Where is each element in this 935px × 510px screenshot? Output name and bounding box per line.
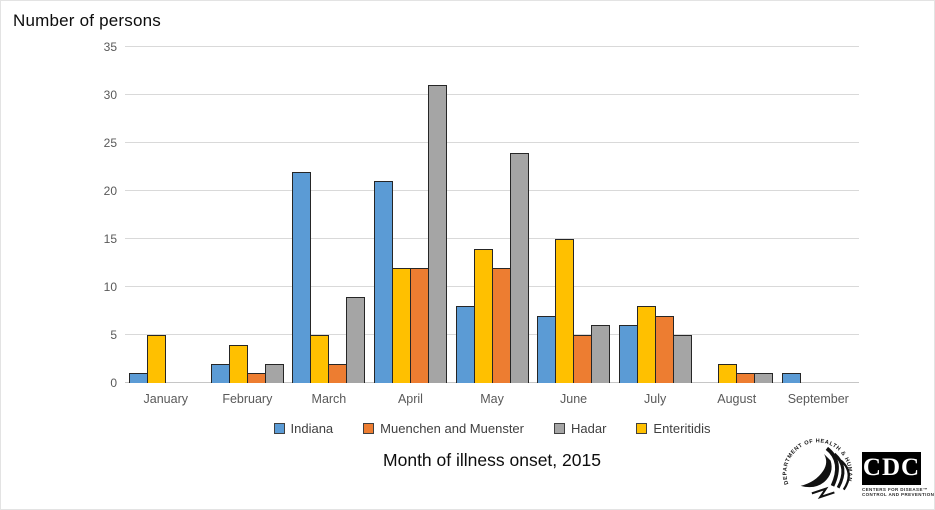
gridline <box>125 190 859 191</box>
legend-swatch-icon <box>363 423 375 434</box>
x-tick-label-february: February <box>222 392 273 406</box>
bar-hadar-may <box>509 153 529 383</box>
bar-hadar-february <box>264 364 284 383</box>
bar-muenchen-and-muenster-april <box>409 268 429 383</box>
bar-indiana-june <box>537 316 557 383</box>
x-tick-label-june: June <box>560 392 588 406</box>
bar-indiana-february <box>210 364 230 383</box>
gridline <box>125 46 859 47</box>
bar-enteritidis-july <box>636 306 656 383</box>
legend-swatch-icon <box>553 423 565 434</box>
y-tick-label: 30 <box>103 88 117 102</box>
bar-muenchen-and-muenster-february <box>246 373 266 383</box>
page-title: Number of persons <box>13 11 161 30</box>
bar-hadar-july <box>672 335 692 383</box>
bar-muenchen-and-muenster-july <box>654 316 674 383</box>
gridline <box>125 94 859 95</box>
month-group-may <box>451 47 533 383</box>
bar-enteritidis-april <box>391 268 411 383</box>
y-tick-label: 35 <box>103 40 117 54</box>
bar-enteritidis-february <box>228 345 248 383</box>
cdc-logo-subtext-line1: CENTERS FOR DISEASE™ <box>862 487 928 492</box>
plot-area <box>125 46 859 383</box>
bar-indiana-july <box>618 325 638 383</box>
legend-label: Muenchen and Muenster <box>380 421 524 436</box>
y-tick-label: 15 <box>103 232 117 246</box>
bar-indiana-january <box>129 373 149 383</box>
bar-enteritidis-january <box>147 335 167 383</box>
cdc-logo-subtext-line2: CONTROL AND PREVENTION <box>862 492 935 497</box>
month-group-january <box>125 47 207 383</box>
bars-layer <box>125 47 859 383</box>
y-axis-labels: 0 5 10 15 20 25 30 35 <box>61 40 117 390</box>
legend-label: Indiana <box>290 421 334 436</box>
cdc-logo-icon: CDC <box>862 452 921 485</box>
y-tick-label: 10 <box>103 280 117 294</box>
month-group-september <box>778 47 860 383</box>
bar-muenchen-and-muenster-august <box>736 373 756 383</box>
legend-item-muenchen-and-muenster: Muenchen and Muenster <box>363 421 524 436</box>
bar-indiana-april <box>373 181 393 383</box>
x-tick-label-august: August <box>717 392 757 406</box>
month-group-july <box>614 47 696 383</box>
bar-enteritidis-may <box>473 249 493 383</box>
bar-indiana-march <box>292 172 312 383</box>
bar-indiana-september <box>781 373 801 383</box>
x-tick-label-september: September <box>787 392 849 406</box>
bar-hadar-april <box>427 85 447 383</box>
month-group-august <box>696 47 778 383</box>
bar-hadar-june <box>591 325 611 383</box>
y-tick-label: 0 <box>110 376 117 390</box>
x-axis-labels: January February March April May June July Augu… <box>125 392 859 406</box>
x-tick-label-april: April <box>397 392 423 406</box>
y-tick-label: 5 <box>110 328 117 342</box>
legend-label: Enteritidis <box>653 421 711 436</box>
month-group-june <box>533 47 615 383</box>
legend-item-indiana: Indiana <box>273 421 334 436</box>
bar-indiana-may <box>455 306 475 383</box>
bar-hadar-august <box>754 373 774 383</box>
x-tick-label-may: May <box>480 392 504 406</box>
legend-item-hadar: Hadar <box>553 421 607 436</box>
cdc-logo: CDC CENTERS FOR DISEASE™ CONTROL AND PRE… <box>862 452 935 497</box>
bar-muenchen-and-muenster-march <box>328 364 348 383</box>
hhs-seal-icon: DEPARTMENT OF HEALTH & HUMAN SERVICES US… <box>778 428 855 507</box>
bar-enteritidis-june <box>555 239 575 383</box>
x-tick-label-march: March <box>311 392 347 406</box>
bar-hadar-march <box>346 297 366 383</box>
gridline <box>125 238 859 239</box>
month-group-march <box>288 47 370 383</box>
bar-enteritidis-march <box>310 335 330 383</box>
x-axis-title: Month of illness onset, 2015 <box>383 450 601 470</box>
bar-enteritidis-august <box>718 364 738 383</box>
legend-swatch-icon <box>636 423 648 434</box>
month-group-april <box>370 47 452 383</box>
chart-legend: Indiana Muenchen and Muenster Hadar Enterit… <box>125 421 859 436</box>
x-tick-label-july: July <box>644 392 667 406</box>
y-tick-label: 20 <box>103 184 117 198</box>
y-tick-label: 25 <box>103 136 117 150</box>
legend-swatch-icon <box>273 423 285 434</box>
legend-item-enteritidis: Enteritidis <box>636 421 710 436</box>
legend-label: Hadar <box>570 421 607 436</box>
bar-muenchen-and-muenster-may <box>491 268 511 383</box>
month-group-february <box>207 47 289 383</box>
bar-muenchen-and-muenster-june <box>573 335 593 383</box>
x-tick-label-january: January <box>143 392 189 406</box>
gridline <box>125 142 859 143</box>
